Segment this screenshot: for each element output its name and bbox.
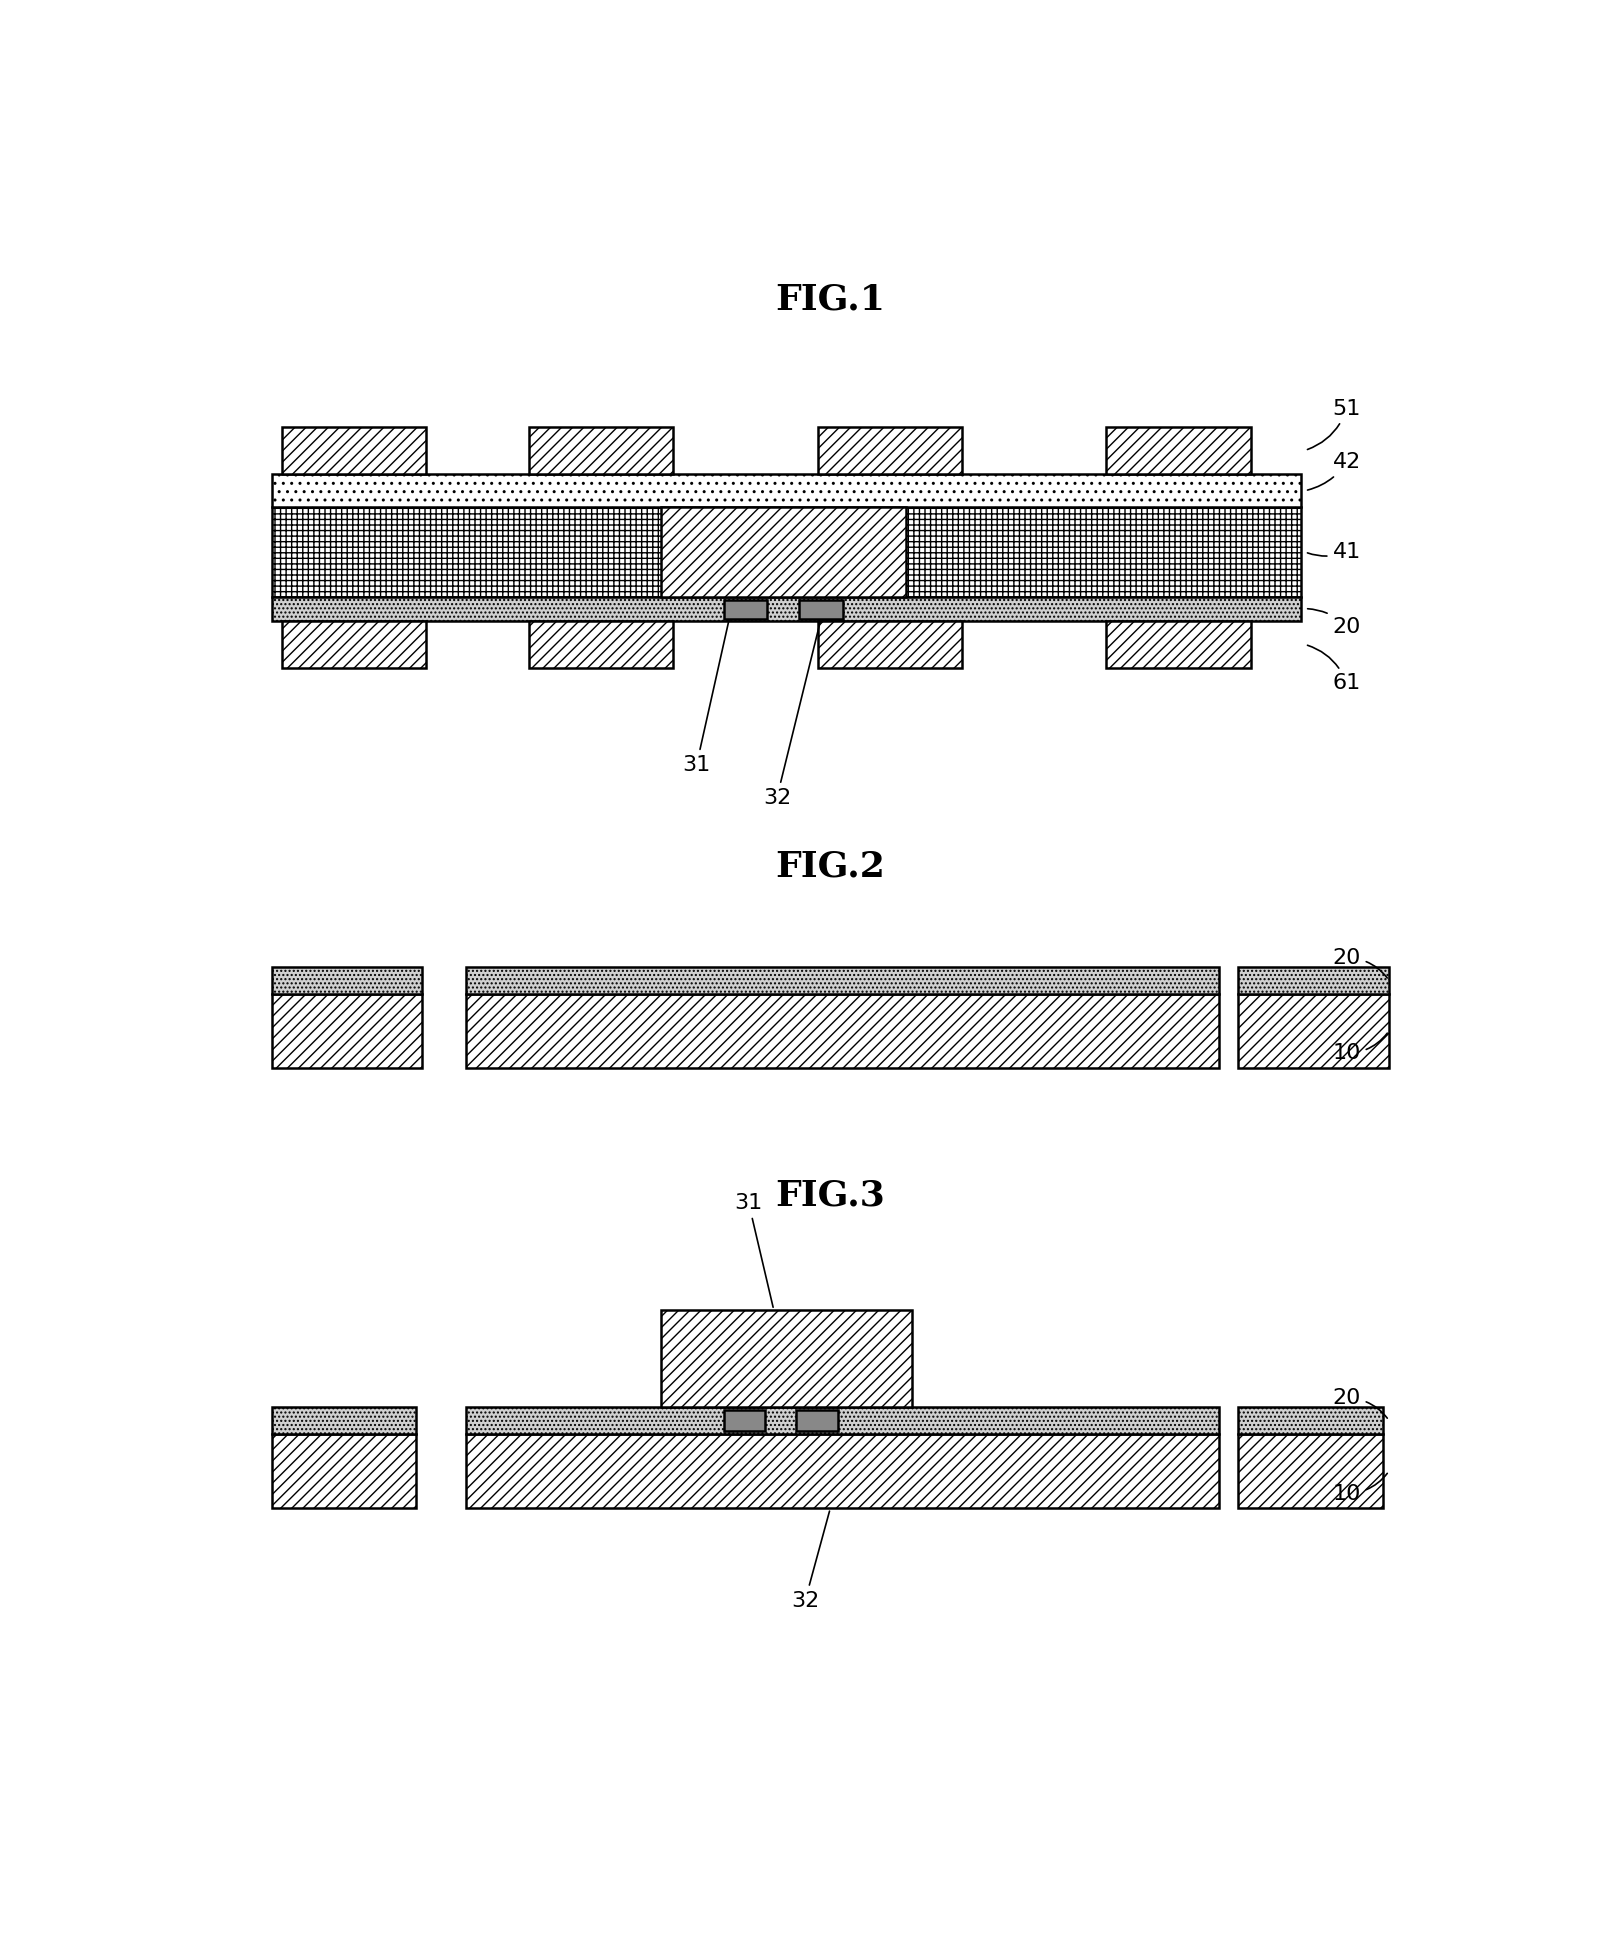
Text: 20: 20 <box>1332 948 1387 979</box>
Text: FIG.1: FIG.1 <box>776 283 885 316</box>
Text: 10: 10 <box>1332 1473 1387 1504</box>
Bar <box>282 620 426 669</box>
Text: 32: 32 <box>791 1512 829 1610</box>
Bar <box>1106 620 1251 669</box>
Text: 31: 31 <box>682 599 734 775</box>
Bar <box>1238 1407 1382 1434</box>
Bar <box>467 994 1220 1068</box>
Bar <box>272 1434 416 1508</box>
Text: FIG.2: FIG.2 <box>776 849 885 884</box>
Bar <box>528 426 674 475</box>
Text: 51: 51 <box>1307 399 1361 450</box>
Bar <box>724 601 768 620</box>
Text: 61: 61 <box>1307 645 1361 694</box>
Bar <box>467 1434 1220 1508</box>
Bar <box>272 967 423 994</box>
Text: 41: 41 <box>1307 543 1361 562</box>
Bar <box>467 1407 1220 1434</box>
Bar <box>1238 1434 1382 1508</box>
Text: 42: 42 <box>1307 452 1361 490</box>
Bar <box>282 426 426 475</box>
Text: FIG.3: FIG.3 <box>776 1178 885 1211</box>
Bar <box>1238 994 1388 1068</box>
Bar <box>467 967 1220 994</box>
Bar <box>272 475 1301 508</box>
Bar <box>528 620 674 669</box>
Bar <box>1106 426 1251 475</box>
Bar <box>272 1407 416 1434</box>
Bar <box>818 620 962 669</box>
Bar <box>799 601 842 620</box>
Text: 20: 20 <box>1332 1388 1387 1419</box>
Text: 32: 32 <box>763 622 820 808</box>
Bar <box>818 426 962 475</box>
Bar <box>272 508 1301 597</box>
Bar <box>797 1411 838 1430</box>
Bar <box>1238 967 1388 994</box>
Bar <box>272 994 423 1068</box>
Bar <box>724 1411 765 1430</box>
Text: 20: 20 <box>1307 609 1361 636</box>
Bar <box>661 1310 912 1407</box>
Text: 10: 10 <box>1332 1033 1387 1064</box>
Bar <box>272 597 1301 620</box>
Bar <box>661 508 906 597</box>
Text: 31: 31 <box>734 1194 773 1308</box>
